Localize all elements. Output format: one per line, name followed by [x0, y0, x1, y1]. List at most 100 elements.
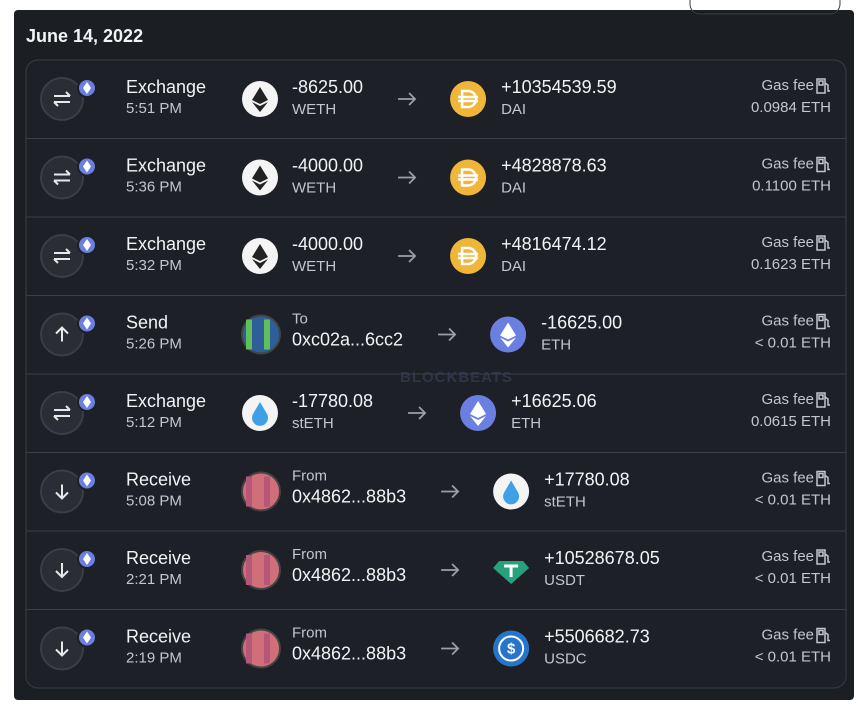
from-sub: WETH — [292, 258, 336, 275]
gas-label: Gas fee — [761, 548, 814, 565]
tx-time: 5:12 PM — [126, 414, 182, 431]
avatar-pixel — [246, 639, 252, 646]
from-main: -8625.00 — [292, 77, 363, 97]
avatar-pixel — [264, 579, 270, 585]
from-main: -4000.00 — [292, 234, 363, 254]
type-icon — [40, 234, 84, 278]
type-glyph — [53, 248, 71, 264]
gas-label: Gas fee — [761, 234, 814, 251]
avatar-pixel — [264, 337, 270, 344]
from-sub: WETH — [292, 179, 336, 196]
gas-pump-icon — [816, 470, 830, 487]
watermark: BLOCKBEATS — [400, 369, 513, 386]
to-sub: DAI — [501, 179, 526, 196]
flow-arrow — [398, 170, 417, 185]
avatar-pixel — [246, 657, 252, 664]
tx-type: Receive — [126, 469, 191, 489]
transaction-row[interactable]: Exchange 5:36 PM -4000.00 WETH +4828878.63 DA… — [26, 138, 846, 200]
type-glyph — [53, 169, 71, 186]
to-main: +4816474.12 — [501, 234, 607, 254]
avatar-pixel — [246, 494, 252, 501]
from-main: 0xc02a...6cc2 — [292, 329, 403, 349]
from-main: 0x4862...88b3 — [292, 486, 406, 506]
avatar-pixel — [246, 645, 252, 652]
avatar-pixel — [264, 573, 270, 579]
type-glyph — [55, 326, 69, 342]
token-icon — [450, 238, 487, 274]
to-main: -16625.00 — [541, 312, 622, 332]
chain-glyph — [83, 317, 91, 330]
eth-glyph — [470, 401, 487, 426]
transaction-row[interactable]: Receive 5:08 PM 0x4862...88b3 From +17780.08… — [26, 452, 846, 514]
gas-label: Gas fee — [761, 469, 814, 486]
type-icon — [40, 77, 84, 121]
gas-value: 0.1100 ETH — [752, 177, 831, 194]
tx-type: Exchange — [126, 391, 206, 411]
avatar-pixel — [264, 343, 270, 350]
eth-glyph — [252, 165, 268, 191]
chain-glyph — [83, 396, 91, 408]
tx-type: Send — [126, 312, 168, 332]
chain-glyph — [83, 631, 91, 644]
flow-arrow — [408, 406, 427, 420]
to-sub: DAI — [501, 258, 526, 275]
to-sub: USDC — [544, 650, 587, 667]
tx-type: Receive — [126, 548, 191, 568]
token-icon — [450, 81, 487, 117]
steth-glyph — [252, 402, 268, 426]
avatar-pixel — [246, 561, 252, 567]
tx-time: 5:51 PM — [126, 100, 182, 117]
transaction-row[interactable]: Send 5:26 PM 0xc02a...6cc2 To -16625.00 ETH Ga… — [26, 295, 846, 357]
tx-time: 5:36 PM — [126, 178, 182, 195]
gas-value: < 0.01 ETH — [755, 491, 831, 508]
type-glyph — [55, 641, 69, 657]
avatar-pixel — [264, 657, 270, 664]
avatar-pixel — [264, 567, 270, 573]
avatar-pixel — [246, 488, 252, 495]
transaction-row[interactable]: Receive 2:21 PM 0x4862...88b3 From +10528678… — [26, 530, 846, 592]
avatar-pixel — [246, 500, 252, 507]
transaction-row[interactable]: Exchange 5:51 PM -8625.00 WETH +10354539.59 D… — [40, 77, 831, 121]
gas-value: < 0.01 ETH — [755, 570, 831, 587]
gas-value: 0.0984 ETH — [751, 99, 831, 116]
eth-glyph — [252, 244, 268, 269]
avatar-pixel — [246, 633, 252, 640]
avatar-pixel — [246, 337, 252, 344]
flow-arrow — [398, 249, 417, 263]
tx-type: Exchange — [126, 77, 206, 97]
to-sub: stETH — [544, 493, 586, 510]
gas-pump-icon — [816, 313, 830, 330]
gas-value: < 0.01 ETH — [755, 648, 831, 665]
to-sub: DAI — [501, 101, 526, 118]
to-sub: ETH — [511, 415, 541, 432]
avatar-pixel — [264, 555, 270, 561]
type-glyph — [55, 563, 69, 579]
tx-type: Exchange — [126, 234, 206, 254]
type-glyph — [55, 484, 69, 500]
from-main: 0x4862...88b3 — [292, 565, 406, 585]
flow-arrow — [441, 563, 460, 577]
to-main: +4828878.63 — [501, 155, 607, 175]
gas-label: Gas fee — [761, 391, 814, 408]
avatar-pixel — [264, 645, 270, 652]
transaction-row[interactable]: Exchange 5:12 PM -17780.08 stETH +16625.06 ET… — [26, 373, 846, 435]
gas-label: Gas fee — [761, 626, 814, 643]
date-header: June 14, 2022 — [26, 26, 143, 46]
from-sub: From — [292, 546, 327, 563]
from-sub: From — [292, 467, 327, 484]
avatar-pixel — [264, 651, 270, 658]
from-main: -17780.08 — [292, 391, 373, 411]
avatar-pixel — [246, 567, 252, 573]
gas-value: < 0.01 ETH — [755, 334, 831, 351]
gas-label: Gas fee — [761, 312, 814, 329]
avatar-pixel — [246, 319, 252, 326]
gas-label: Gas fee — [761, 77, 814, 94]
transaction-row[interactable]: Receive 2:19 PM 0x4862...88b3 From $ +5506682… — [26, 609, 846, 671]
type-glyph — [53, 405, 71, 421]
avatar-pixel — [246, 651, 252, 658]
transaction-row[interactable]: Exchange 5:32 PM -4000.00 WETH +4816474.12 DA… — [26, 216, 846, 278]
avatar-pixel — [264, 319, 270, 326]
from-sub: From — [292, 624, 327, 641]
avatar-pixel — [246, 476, 252, 483]
